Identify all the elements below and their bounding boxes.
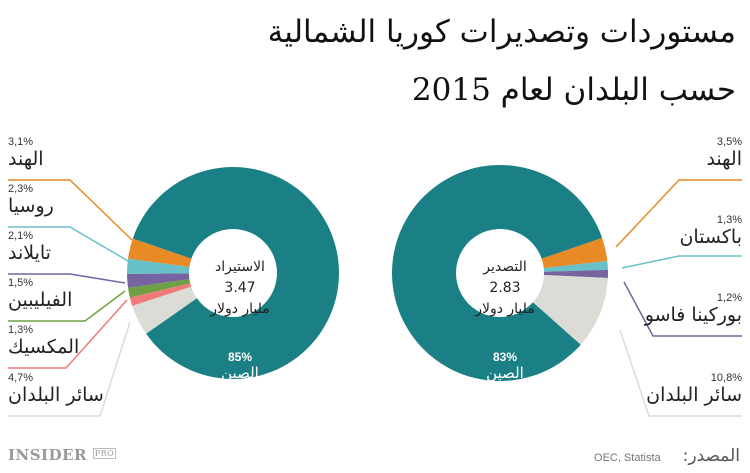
title-line-2: حسب البلدان لعام 2015	[411, 72, 736, 108]
center-unit: مليار دولار	[210, 301, 270, 317]
donut-slice	[543, 261, 608, 272]
label-pct: 2,1%	[8, 230, 34, 242]
leader-line-import-philippines	[8, 290, 126, 322]
china-pct: 83%	[492, 350, 518, 364]
leader-line-import-russia	[8, 226, 129, 262]
donut-slice	[128, 279, 191, 298]
center-title: الاستيراد	[215, 259, 265, 275]
leader-line-export-burkina	[623, 281, 742, 337]
leader-line-import-india	[8, 179, 133, 241]
center-title: التصدير	[483, 259, 527, 275]
label-name: تايلاند	[8, 242, 51, 264]
label-import-russia: 2,3% روسيا	[8, 183, 54, 217]
label-import-other: 4,7% سائر البلدان	[8, 372, 104, 406]
label-pct: 1,3%	[716, 214, 742, 226]
label-pct: 3,1%	[8, 136, 34, 148]
china-name: الصين	[221, 364, 259, 382]
center-value: 3.47	[224, 280, 256, 296]
center-unit: مليار دولار	[475, 301, 535, 317]
donut-slice	[127, 273, 190, 288]
leader-line-import-mexico	[8, 299, 128, 369]
china-pct: 85%	[227, 350, 253, 364]
label-export-burkina-faso: 1,2% بوركينا فاسو	[645, 292, 742, 326]
label-name: روسيا	[8, 195, 54, 217]
label-name: باكستان	[679, 226, 742, 248]
source-value: OEC, Statista	[594, 452, 661, 464]
china-name: الصين	[486, 364, 524, 382]
label-name: بوركينا فاسو	[644, 304, 742, 326]
label-export-other: 10,8% سائر البلدان	[646, 372, 742, 406]
label-export-india: 3,5% الهند	[706, 136, 742, 170]
donut-slice	[132, 286, 197, 334]
label-import-thailand: 2,1% تايلاند	[8, 230, 51, 264]
label-pct: 1,2%	[716, 292, 742, 304]
import-center-label: الاستيراد 3.47 مليار دولار	[190, 257, 290, 320]
export-china-label: 83% الصين	[465, 350, 545, 382]
label-name: سائر البلدان	[8, 384, 104, 406]
label-pct: 10,8%	[710, 372, 742, 384]
donut-slice	[127, 258, 190, 274]
donut-slice	[532, 275, 608, 345]
label-pct: 2,3%	[8, 183, 34, 195]
label-name: سائر البلدان	[646, 384, 742, 406]
donut-slice	[392, 164, 603, 381]
donut-slice	[129, 283, 192, 306]
import-china-label: 85% الصين	[200, 350, 280, 382]
label-pct: 1,5%	[8, 277, 34, 289]
label-pct: 3,5%	[716, 136, 742, 148]
label-pct: 1,3%	[8, 324, 34, 336]
export-center-label: التصدير 2.83 مليار دولار	[455, 257, 555, 320]
label-name: الهند	[706, 148, 742, 170]
donut-slice	[541, 237, 608, 269]
leader-line-import-other	[8, 321, 131, 417]
label-export-pakistan: 1,3% باكستان	[679, 214, 742, 248]
label-name: الفيليبين	[8, 289, 73, 311]
label-name: الهند	[8, 148, 44, 170]
source-note: المصدر: OEC, Statista	[594, 446, 740, 466]
leader-line-export-other	[619, 329, 742, 417]
donut-slice	[132, 166, 339, 379]
insider-pro-logo: INSIDER PRO	[8, 446, 117, 464]
leader-line-export-india	[615, 179, 742, 248]
leader-line-import-thailand	[8, 273, 126, 284]
label-name: المكسيك	[8, 336, 80, 358]
title-line-1: مستوردات وتصديرات كوريا الشمالية	[267, 14, 736, 50]
donut-slice	[127, 238, 192, 267]
label-import-philippines: 1,5% الفيليبين	[8, 277, 72, 311]
center-value: 2.83	[489, 280, 521, 296]
source-label: المصدر:	[682, 446, 740, 466]
donut-slice	[543, 269, 608, 278]
label-pct: 4,7%	[8, 372, 34, 384]
label-import-mexico: 1,3% المكسيك	[8, 324, 79, 358]
label-import-india: 3,1% الهند	[8, 136, 44, 170]
leader-line-export-pakistan	[621, 255, 742, 269]
